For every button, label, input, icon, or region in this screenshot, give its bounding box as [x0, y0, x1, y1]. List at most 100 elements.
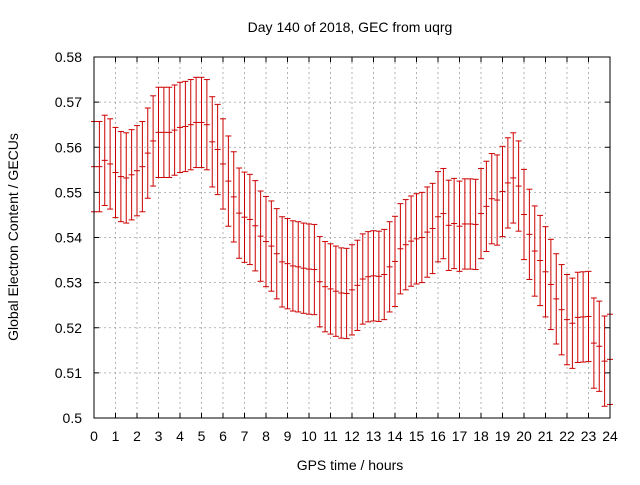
x-tick-label: 17: [452, 428, 468, 444]
x-tick-label: 10: [301, 428, 317, 444]
error-bar-point: [558, 264, 565, 356]
error-bar-point: [112, 126, 119, 219]
error-bar-point: [510, 132, 517, 224]
error-bar-point: [483, 160, 490, 252]
error-bar-point: [128, 129, 135, 221]
error-bar-point: [187, 79, 194, 171]
error-bar-point: [338, 247, 345, 339]
x-tick-label: 8: [262, 428, 270, 444]
error-bar-point: [381, 228, 388, 321]
error-bar-point: [198, 76, 205, 169]
error-bar-point: [499, 145, 506, 238]
error-bar-point: [268, 200, 275, 292]
x-tick-label: 14: [387, 428, 403, 444]
error-bar-point: [203, 79, 210, 171]
x-axis-label: GPS time / hours: [297, 457, 404, 473]
error-bar-point: [478, 167, 484, 260]
grid: [94, 57, 610, 418]
error-bar-point: [332, 245, 339, 337]
x-tick-label: 15: [409, 428, 425, 444]
error-bar-point: [306, 223, 312, 315]
x-tick-label: 16: [430, 428, 446, 444]
error-bar-point: [349, 244, 355, 336]
error-bar-point: [160, 86, 167, 178]
tick-labels: 0 1 2 3 4 5 6 7 8 9 10 11 12 13 14 15 16 17 18 19 20 21 22 23 24…: [55, 49, 618, 444]
error-bar-point: [429, 182, 436, 275]
error-bar-point: [171, 84, 178, 176]
y-tick-label: 0.55: [55, 184, 82, 200]
error-bar-point: [343, 247, 350, 340]
error-bar-point: [101, 114, 108, 206]
y-tick-label: 0.56: [55, 139, 82, 155]
error-bar-point: [182, 80, 189, 173]
error-bar-point: [521, 168, 527, 261]
error-bar-point: [289, 220, 296, 312]
error-bar-point: [166, 86, 173, 178]
plot-frame: [93, 56, 611, 419]
error-bar-point: [537, 214, 544, 307]
error-bar-point: [263, 195, 269, 288]
x-tick-label: 1: [112, 428, 120, 444]
x-tick-label: 23: [581, 428, 597, 444]
error-bar-point: [564, 274, 570, 366]
x-tick-label: 22: [559, 428, 575, 444]
error-bar-point: [236, 167, 243, 259]
error-bar-point: [252, 180, 259, 272]
y-tick-label: 0.52: [55, 320, 82, 336]
error-bar-point: [580, 271, 587, 363]
error-bar-point: [397, 203, 404, 295]
x-tick-label: 4: [176, 428, 184, 444]
error-bar-point: [526, 188, 533, 280]
x-tick-label: 24: [602, 428, 618, 444]
error-bar-point: [461, 178, 468, 270]
error-bar-point: [177, 81, 183, 174]
y-tick-label: 0.5: [63, 410, 83, 426]
error-bar-point: [123, 132, 130, 224]
x-tick-label: 3: [155, 428, 163, 444]
error-bar-point: [209, 96, 216, 188]
error-bar-point: [316, 236, 323, 328]
error-bar-point: [193, 76, 200, 169]
error-bar-point: [574, 271, 581, 363]
error-bar-point: [139, 121, 146, 213]
error-bar-point: [386, 221, 393, 313]
error-bar-point: [279, 216, 286, 308]
y-tick-label: 0.51: [55, 365, 82, 381]
error-bar-point: [241, 171, 248, 263]
error-bar-point: [155, 86, 162, 178]
x-tick-label: 13: [366, 428, 382, 444]
x-tick-label: 19: [495, 428, 511, 444]
error-bar-point: [456, 180, 463, 272]
error-bar-point: [327, 243, 334, 335]
x-tick-label: 6: [219, 428, 227, 444]
error-bar-point: [134, 125, 140, 217]
error-bar-point: [585, 270, 592, 363]
error-bar-point: [273, 208, 280, 300]
y-tick-label: 0.58: [55, 49, 82, 65]
error-bar-point: [435, 171, 441, 263]
error-bar-point: [413, 193, 420, 285]
error-bar-point: [408, 195, 415, 287]
error-bar-point: [246, 173, 253, 266]
error-bar-point: [150, 95, 157, 187]
error-bar-point: [284, 218, 291, 310]
error-bar-point: [601, 315, 608, 407]
error-bar-point: [375, 230, 382, 322]
x-tick-label: 2: [133, 428, 141, 444]
error-bars: [91, 76, 613, 407]
error-bar-point: [542, 226, 549, 318]
error-bar-point: [225, 135, 232, 227]
x-tick-label: 20: [516, 428, 532, 444]
error-bar-point: [230, 151, 237, 243]
error-bar-point: [117, 130, 124, 223]
x-tick-label: 11: [323, 428, 338, 444]
error-bar-point: [300, 222, 307, 314]
y-tick-label: 0.54: [55, 230, 82, 246]
x-tick-label: 7: [241, 428, 249, 444]
error-bar-point: [107, 118, 114, 210]
error-bar-point: [418, 191, 425, 284]
chart-title: Day 140 of 2018, GEC from uqrg: [248, 19, 453, 35]
y-tick-label: 0.53: [55, 275, 82, 291]
